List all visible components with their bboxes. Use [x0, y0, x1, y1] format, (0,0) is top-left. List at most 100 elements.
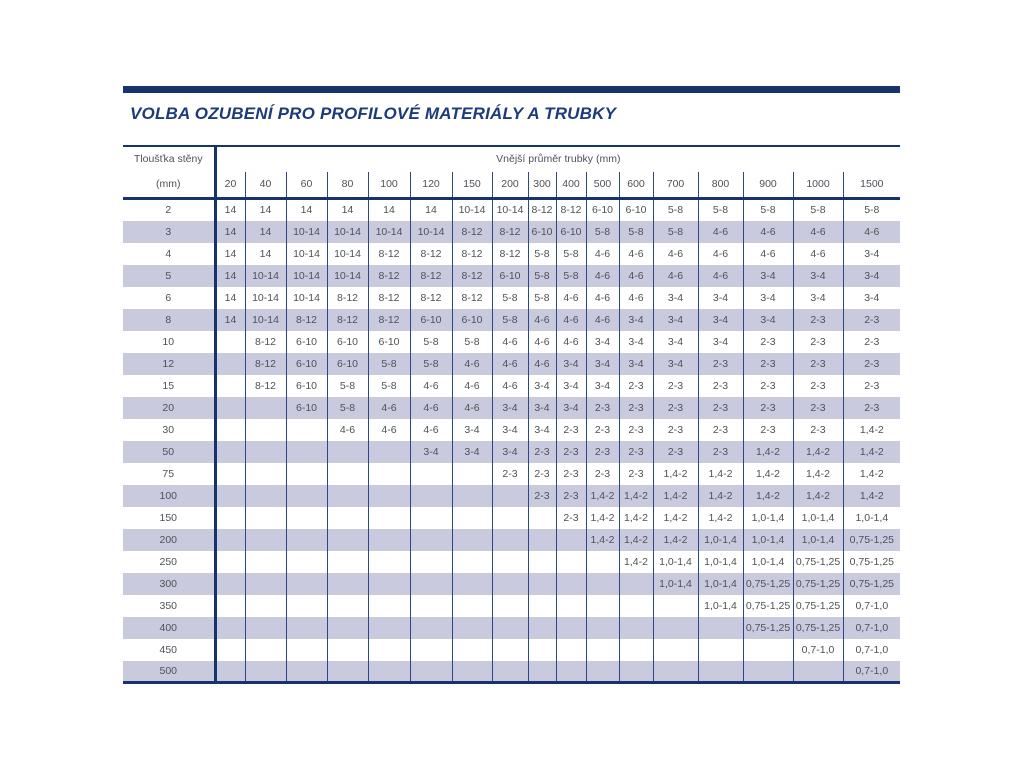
value-cell	[451, 484, 492, 507]
column-header: 800	[697, 171, 743, 199]
value-cell	[244, 418, 286, 441]
value-cell: 1,4-2	[585, 506, 619, 529]
value-cell: 2-3	[842, 374, 901, 397]
value-cell: 4-6	[618, 242, 653, 265]
value-cell	[326, 528, 368, 551]
value-cell	[585, 550, 619, 573]
value-cell: 4-6	[697, 264, 743, 287]
value-cell	[555, 572, 586, 595]
value-cell	[527, 660, 556, 683]
value-cell	[451, 616, 492, 639]
value-cell: 10-14	[244, 286, 286, 309]
value-cell: 2-3	[792, 330, 843, 353]
value-cell: 1,0-1,4	[652, 572, 698, 595]
value-cell: 5-8	[555, 242, 586, 265]
value-cell: 2-3	[555, 440, 586, 463]
value-cell	[451, 594, 492, 617]
value-cell: 1,4-2	[792, 462, 843, 485]
value-cell: 10-14	[367, 220, 410, 243]
table-body: 2 14 14 14 14 14 14 10-14 10-14 8-12 8-12 6-10 6-10 5…	[123, 198, 901, 683]
value-cell: 1,4-2	[652, 484, 698, 507]
value-cell	[285, 594, 327, 617]
value-cell: 3-4	[792, 264, 843, 287]
value-cell: 1,4-2	[585, 484, 619, 507]
value-cell	[244, 638, 286, 661]
column-header: 500	[585, 171, 619, 199]
value-cell: 1,0-1,4	[742, 550, 793, 573]
row-label: 8	[123, 308, 217, 331]
value-cell: 4-6	[555, 286, 586, 309]
row-label: 30	[123, 418, 217, 441]
value-cell: 3-4	[585, 374, 619, 397]
value-cell: 4-6	[842, 220, 901, 243]
group-header-row: Tloušťka stěny (mm) Vnější průměr trubky…	[123, 146, 900, 199]
value-cell: 5-8	[585, 220, 619, 243]
column-header: 900	[742, 171, 793, 199]
value-cell: 8-12	[326, 308, 368, 331]
value-cell: 2-3	[555, 484, 586, 507]
value-cell: 2-3	[697, 440, 743, 463]
value-cell: 2-3	[842, 308, 901, 331]
value-cell	[244, 594, 286, 617]
value-cell: 14	[224, 313, 237, 326]
row-label: 6	[123, 286, 217, 309]
value-cell: 1,0-1,4	[742, 528, 793, 551]
value-cell: 4-6	[697, 242, 743, 265]
value-cell	[451, 506, 492, 529]
value-cell: 1,4-2	[652, 528, 698, 551]
value-cell	[244, 440, 286, 463]
column-header: 100	[367, 171, 410, 199]
value-cell	[409, 484, 452, 507]
value-cell: 4-6	[527, 308, 556, 331]
value-cell	[244, 462, 286, 485]
value-cell	[409, 550, 452, 573]
value-cell	[244, 396, 286, 419]
value-cell	[285, 440, 327, 463]
value-cell: 0,75-1,25	[742, 616, 793, 639]
value-cell: 2-3	[792, 374, 843, 397]
value-cell	[326, 660, 368, 683]
row-header-unit: (mm)	[156, 178, 181, 190]
value-cell: 4-6	[555, 308, 586, 331]
page-title: VOLBA OZUBENÍ PRO PROFILOVÉ MATERIÁLY A …	[130, 104, 617, 123]
value-cell: 6-10	[585, 198, 619, 221]
value-cell: 5-8	[652, 198, 698, 221]
value-cell	[367, 506, 410, 529]
value-cell	[215, 595, 245, 617]
value-cell: 0,75-1,25	[742, 572, 793, 595]
column-header: 20	[224, 178, 237, 191]
table-row: 400 0,75-1,25 0,75-1,25 0,7-1,0	[123, 616, 901, 639]
value-cell: 4-6	[451, 396, 492, 419]
row-label: 10	[123, 330, 217, 353]
value-cell	[585, 638, 619, 661]
value-cell	[215, 375, 245, 397]
value-cell: 14	[224, 204, 237, 217]
value-cell	[367, 462, 410, 485]
value-cell: 2-3	[697, 396, 743, 419]
value-cell	[618, 660, 653, 683]
value-cell: 1,4-2	[652, 506, 698, 529]
value-cell	[244, 484, 286, 507]
row-label: 12	[123, 352, 217, 375]
value-cell: 2-3	[842, 330, 901, 353]
value-cell: 14	[244, 242, 286, 265]
value-cell: 5-8	[792, 198, 843, 221]
row-label: 75	[123, 462, 217, 485]
value-cell: 3-4	[697, 330, 743, 353]
value-cell: 4-6	[555, 330, 586, 353]
row-label: 450	[123, 638, 217, 661]
value-cell: 1,4-2	[652, 462, 698, 485]
value-cell	[409, 660, 452, 683]
value-cell: 2-3	[585, 418, 619, 441]
value-cell: 8-12	[367, 308, 410, 331]
value-cell: 1,0-1,4	[697, 594, 743, 617]
value-cell: 10-14	[285, 286, 327, 309]
table-row: 10 8-12 6-10 6-10 6-10 5-8 5-8 4-6 4-6 4-6 3-4 3-4 3…	[123, 330, 901, 353]
value-cell	[555, 594, 586, 617]
value-cell: 3-4	[451, 440, 492, 463]
value-cell: 3-4	[618, 330, 653, 353]
value-cell: 4-6	[618, 264, 653, 287]
table-row: 250 1,4-2 1,0-1,4 1,0-1,4 1,0-1,4 0,75-1,25 0,…	[123, 550, 901, 573]
value-cell: 6-10	[451, 308, 492, 331]
value-cell: 8-12	[244, 330, 286, 353]
